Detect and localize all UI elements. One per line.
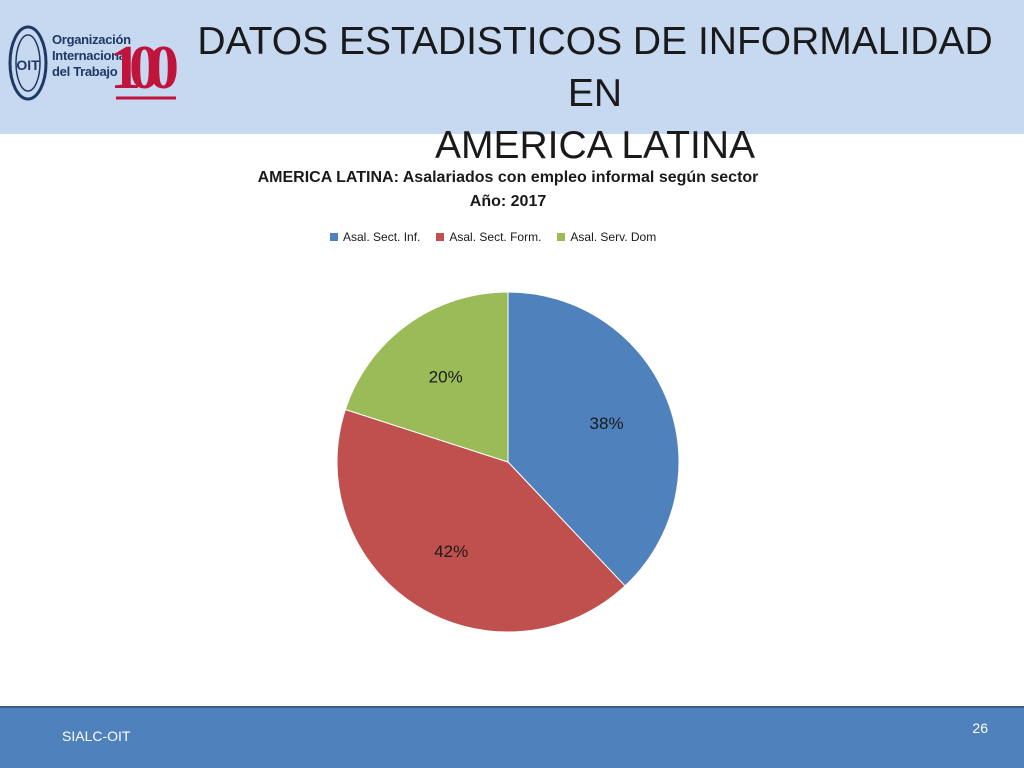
chart-legend: Asal. Sect. Inf. Asal. Sect. Form. Asal. S… <box>330 229 672 245</box>
pie-slice <box>336 408 626 633</box>
chart-subtitle-text: Año: 2017 <box>469 193 547 210</box>
ilo-name: Organización Internacional del Trabajo <box>52 32 131 80</box>
legend-item: Asal. Sect. Inf. <box>330 230 420 244</box>
legend-label: Asal. Serv. Dom <box>570 230 657 244</box>
chart-title-text: AMERICA LATINA: Asalariados con empleo i… <box>257 169 759 186</box>
ilo-logo: OIT Organización Internacional del Traba… <box>8 22 178 104</box>
pie-data-label: 20% <box>429 368 463 387</box>
legend-label: Asal. Sect. Form. <box>449 230 542 244</box>
legend-swatch <box>557 233 566 241</box>
ilo-name-line2: Internacional <box>52 48 130 63</box>
centenary-text: 100 <box>110 34 177 102</box>
footer-source: SIALC-OIT <box>62 728 131 744</box>
pie-slice <box>344 291 509 463</box>
ilo-seal-icon: OIT <box>8 25 48 101</box>
chart-title: AMERICA LATINA: Asalariados con empleo i… <box>180 166 836 214</box>
seal-text: OIT <box>16 57 40 73</box>
centenary-logo-icon: 100 <box>110 34 178 102</box>
slide-header: OIT Organización Internacional del Traba… <box>0 0 1024 167</box>
pie-data-label: 38% <box>590 414 624 433</box>
pie-chart: 38% 42% 20% <box>336 291 680 633</box>
page-title-line2: AMERICA LATINA <box>434 124 756 167</box>
slide-footer: SIALC-OIT 26 <box>0 706 1024 768</box>
pie-slice <box>507 291 680 587</box>
pie-data-label: 42% <box>434 542 468 561</box>
ilo-name-line1: Organización <box>52 32 131 47</box>
legend-label: Asal. Sect. Inf. <box>343 230 421 244</box>
ilo-name-line3: del Trabajo <box>52 64 118 79</box>
page-title-line1: DATOS ESTADISTICOS DE INFORMALIDAD EN <box>197 20 993 115</box>
legend-item: Asal. Sect. Form. <box>436 230 541 244</box>
legend-swatch <box>436 233 445 241</box>
legend-item: Asal. Serv. Dom <box>557 230 656 244</box>
legend-swatch <box>330 233 338 241</box>
page-title: DATOS ESTADISTICOS DE INFORMALIDAD EN AM… <box>180 16 1010 172</box>
page-number: 26 <box>972 720 988 736</box>
